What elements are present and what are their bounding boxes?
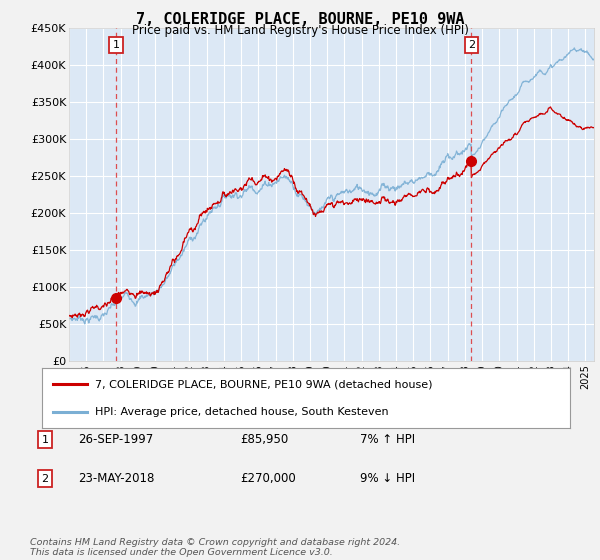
Text: HPI: Average price, detached house, South Kesteven: HPI: Average price, detached house, Sout… bbox=[95, 407, 388, 417]
Text: 2: 2 bbox=[468, 40, 475, 50]
Text: 1: 1 bbox=[112, 40, 119, 50]
Text: 23-MAY-2018: 23-MAY-2018 bbox=[78, 472, 154, 486]
Text: 26-SEP-1997: 26-SEP-1997 bbox=[78, 433, 153, 446]
Text: 7, COLERIDGE PLACE, BOURNE, PE10 9WA (detached house): 7, COLERIDGE PLACE, BOURNE, PE10 9WA (de… bbox=[95, 379, 432, 389]
Text: £270,000: £270,000 bbox=[240, 472, 296, 486]
Text: 7, COLERIDGE PLACE, BOURNE, PE10 9WA: 7, COLERIDGE PLACE, BOURNE, PE10 9WA bbox=[136, 12, 464, 27]
Text: 7% ↑ HPI: 7% ↑ HPI bbox=[360, 433, 415, 446]
Text: 1: 1 bbox=[41, 435, 49, 445]
Text: 9% ↓ HPI: 9% ↓ HPI bbox=[360, 472, 415, 486]
Text: 2: 2 bbox=[41, 474, 49, 484]
Text: Contains HM Land Registry data © Crown copyright and database right 2024.
This d: Contains HM Land Registry data © Crown c… bbox=[30, 538, 400, 557]
Text: Price paid vs. HM Land Registry's House Price Index (HPI): Price paid vs. HM Land Registry's House … bbox=[131, 24, 469, 37]
Text: £85,950: £85,950 bbox=[240, 433, 288, 446]
